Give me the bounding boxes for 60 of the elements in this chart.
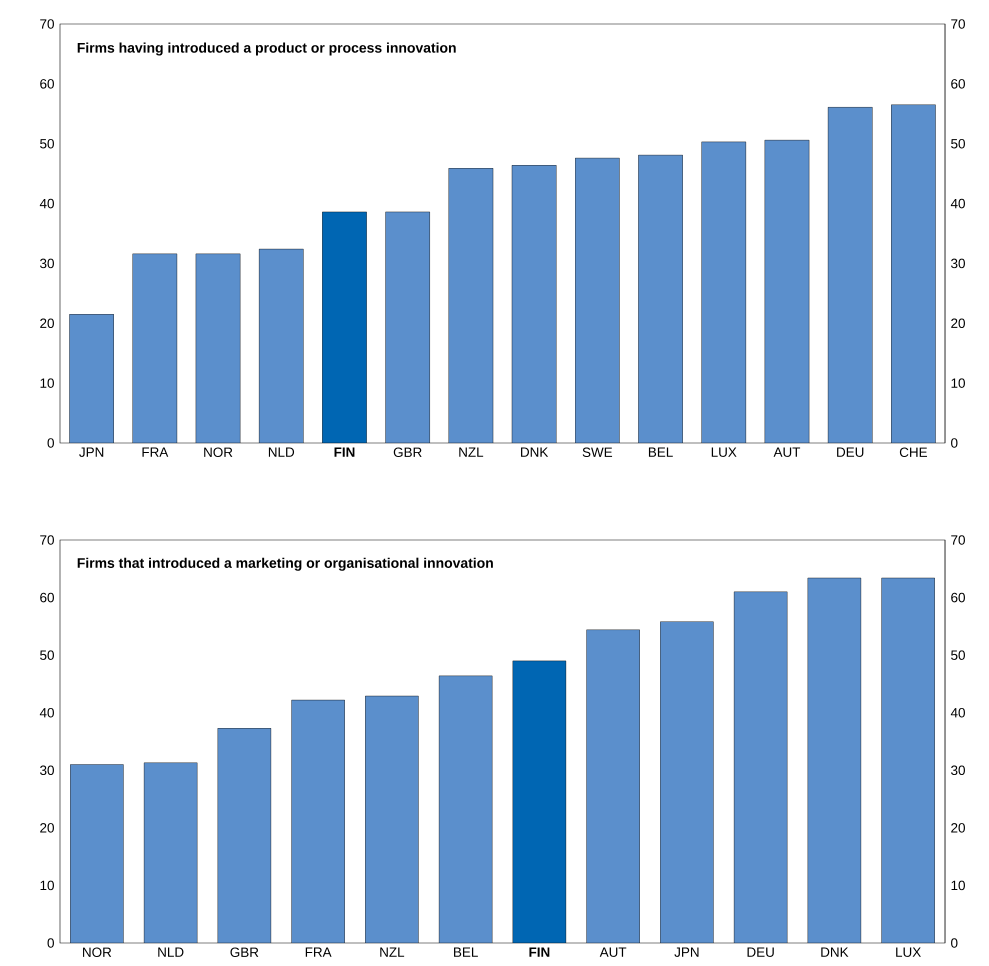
y-tick-label: 30 <box>40 766 54 776</box>
x-tick-label: FIN <box>529 948 550 957</box>
x-tick-label: JPN <box>674 948 698 957</box>
x-tick-label: BEL <box>454 948 478 957</box>
x-tick-label: FIN <box>334 448 354 457</box>
y2-tick-label: 60 <box>951 79 965 89</box>
y-tick-label: 60 <box>40 79 54 89</box>
y-tick-label: 60 <box>40 592 54 602</box>
x-tick-label: NZL <box>380 948 404 957</box>
y2-tick-label: 20 <box>951 318 965 328</box>
x-tick-label: NOR <box>204 448 232 458</box>
y2-tick-label: 20 <box>951 823 965 833</box>
y2-tick-label: 40 <box>950 198 965 208</box>
y-tick-label: 50 <box>40 650 54 660</box>
x-tick-label: FRA <box>142 448 168 457</box>
x-tick-label: NOR <box>83 948 112 958</box>
x-tick-label: GBR <box>230 948 258 958</box>
x-tick-label: NLD <box>158 948 184 957</box>
y-tick-label: 0 <box>48 438 54 448</box>
y-tick-label: 50 <box>40 138 54 148</box>
x-tick-label: NLD <box>268 448 294 457</box>
y2-tick-label: 70 <box>951 19 965 29</box>
x-tick-label: LUX <box>896 948 921 957</box>
text: Firms having introduced a product or process innovation <box>78 42 456 56</box>
y2-tick-label: 50 <box>951 650 965 660</box>
x-tick-label: DNK <box>821 948 848 957</box>
x-tick-label: DNK <box>521 448 548 457</box>
y2-tick-label: 70 <box>951 535 965 545</box>
y2-tick-label: 40 <box>950 708 965 718</box>
x-tick-label: SWE <box>582 448 612 458</box>
y-tick-label: 70 <box>40 19 54 29</box>
x-tick-label: BEL <box>648 448 673 457</box>
x-tick-label: JPN <box>79 448 104 457</box>
y-tick-label: 20 <box>40 823 54 833</box>
x-tick-label: NZL <box>459 448 484 457</box>
y-tick-label: 40 <box>40 708 54 718</box>
x-tick-label: AUT <box>600 948 626 957</box>
text: Firms that introduced a marketing or organisational innovation <box>78 558 493 571</box>
y-tick-label: 10 <box>40 378 54 388</box>
y2-tick-label: 10 <box>952 880 965 890</box>
y-tick-label: 20 <box>40 318 54 328</box>
y2-tick-label: 60 <box>951 592 965 602</box>
x-tick-label: GBR <box>394 448 422 458</box>
y2-tick-label: 0 <box>951 938 958 948</box>
y2-tick-label: 10 <box>952 378 965 388</box>
y-tick-label: 10 <box>40 880 54 890</box>
x-tick-label: DEU <box>748 948 774 957</box>
x-tick-label: FRA <box>306 948 332 957</box>
y2-tick-label: 50 <box>951 138 965 148</box>
x-tick-label: LUX <box>712 448 737 457</box>
y-tick-label: 40 <box>40 198 54 208</box>
y2-tick-label: 0 <box>951 438 958 448</box>
y-tick-label: 70 <box>40 535 54 545</box>
x-tick-label: DEU <box>837 448 864 457</box>
y-tick-label: 0 <box>48 938 54 948</box>
x-tick-label: CHE <box>900 448 928 458</box>
y2-tick-label: 30 <box>951 258 965 268</box>
x-tick-label: AUT <box>774 448 800 457</box>
y-tick-label: 30 <box>40 258 54 268</box>
y2-tick-label: 30 <box>951 766 965 776</box>
